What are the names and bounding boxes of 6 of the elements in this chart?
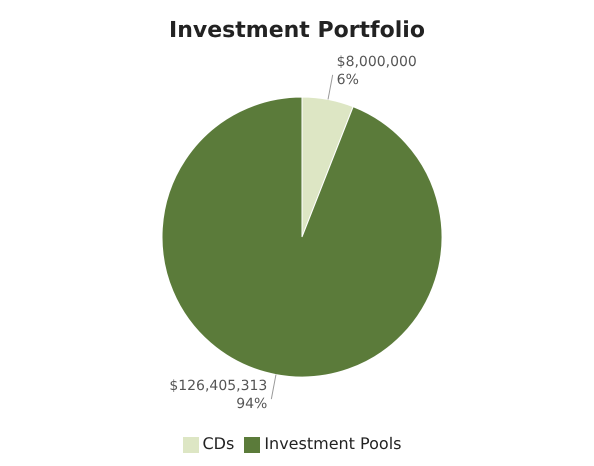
data-label: $126,405,313 94% xyxy=(169,378,268,412)
pie-slice xyxy=(162,96,442,378)
data-label: $8,000,000 6% xyxy=(336,54,417,88)
legend-label: Investment Pools xyxy=(264,434,402,453)
legend-label: CDs xyxy=(202,434,234,453)
chart-title: Investment Portfolio xyxy=(168,17,426,45)
